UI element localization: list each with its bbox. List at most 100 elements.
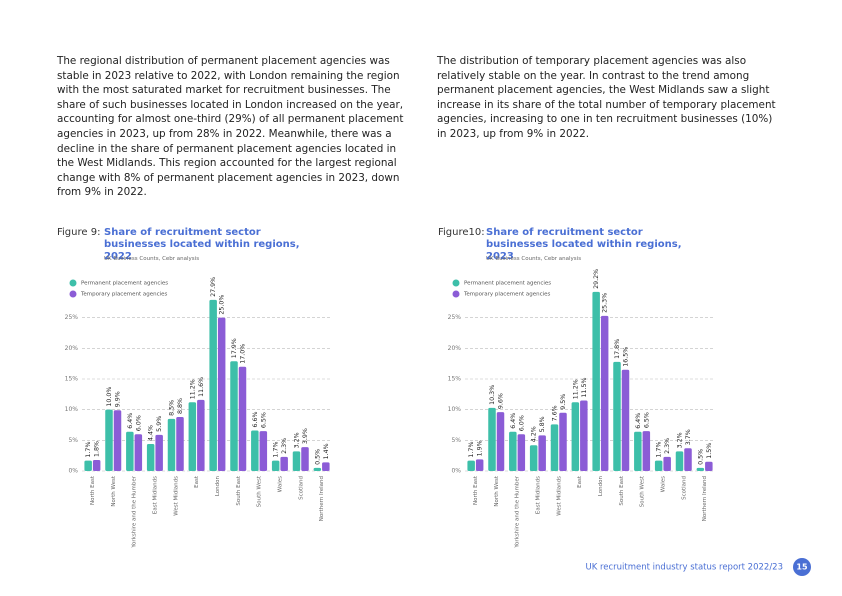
x-tick-label: North West xyxy=(111,475,117,506)
x-tick-label: Wales xyxy=(660,476,666,492)
x-tick-label: Scotland xyxy=(298,476,304,500)
bar xyxy=(705,461,713,471)
bar xyxy=(217,317,226,471)
value-label: 29.2% xyxy=(593,269,600,289)
chart-subtitle: UK Business Counts, Cebr analysis xyxy=(104,256,200,262)
x-tick-label: North East xyxy=(473,475,479,505)
bar xyxy=(654,460,663,471)
value-label: 25.3% xyxy=(602,293,609,313)
x-tick-label: South East xyxy=(619,475,625,505)
x-tick-label: East xyxy=(194,475,200,488)
x-tick-label: West Midlands xyxy=(556,476,562,516)
bar xyxy=(301,447,309,471)
bar xyxy=(280,456,288,471)
value-label: 5.8% xyxy=(539,416,546,432)
bar xyxy=(571,402,580,471)
page-badge xyxy=(793,558,811,576)
value-label: 3.2% xyxy=(294,432,301,448)
x-tick-label: London xyxy=(598,475,604,496)
x-tick-label: East Midlands xyxy=(535,476,541,514)
value-label: 1.7% xyxy=(273,442,280,458)
bar xyxy=(230,361,238,471)
value-label: 27.9% xyxy=(210,277,217,297)
bar xyxy=(238,366,247,471)
x-tick-label: North West xyxy=(494,475,500,506)
x-tick-label: Northern Ireland xyxy=(319,476,325,521)
bar xyxy=(313,467,322,471)
x-tick-label: South West xyxy=(640,475,646,507)
bar xyxy=(488,407,496,471)
value-label: 0.5% xyxy=(314,449,321,465)
chart-subtitle: UK Business Counts, Cebr analysis xyxy=(486,256,582,262)
y-tick-label: 10% xyxy=(65,406,79,413)
value-label: 5.9% xyxy=(156,416,163,432)
bar xyxy=(84,460,92,471)
value-label: 11.2% xyxy=(572,379,579,399)
bar xyxy=(634,431,642,471)
value-label: 6.4% xyxy=(127,413,134,429)
y-tick-label: 10% xyxy=(448,406,462,413)
bar xyxy=(155,434,163,471)
value-label: 10.0% xyxy=(106,387,113,407)
legend-label: Permanent placement agencies xyxy=(464,281,551,287)
legend-marker xyxy=(452,290,460,298)
value-label: 6.5% xyxy=(260,412,267,428)
bar xyxy=(209,299,217,471)
value-label: 6.4% xyxy=(510,413,517,429)
value-label: 4.2% xyxy=(531,426,538,442)
bar xyxy=(92,459,101,471)
value-label: 2.3% xyxy=(664,438,671,454)
bar xyxy=(517,434,526,471)
x-tick-label: London xyxy=(215,475,221,496)
value-label: 3.9% xyxy=(302,428,309,444)
page-number: 15 xyxy=(796,563,808,572)
value-label: 9.9% xyxy=(115,391,122,407)
value-label: 9.6% xyxy=(498,393,505,409)
bar xyxy=(559,412,567,471)
value-label: 16.5% xyxy=(623,347,630,367)
y-tick-label: 20% xyxy=(448,345,462,352)
value-label: 17.8% xyxy=(614,339,621,359)
paragraph: The regional distribution of permanent p… xyxy=(57,55,404,199)
bar xyxy=(176,417,184,471)
value-label: 1.7% xyxy=(656,442,663,458)
y-tick-label: 5% xyxy=(68,437,78,444)
bar xyxy=(642,431,651,471)
chart-title: Share of recruitment sector businesses l… xyxy=(104,227,300,262)
bar xyxy=(550,424,559,471)
value-label: 0.5% xyxy=(697,449,704,465)
y-tick-label: 15% xyxy=(448,376,462,383)
bar xyxy=(259,431,268,471)
bar xyxy=(600,315,609,471)
value-label: 8.8% xyxy=(177,398,184,414)
bar xyxy=(684,448,692,471)
value-label: 1.8% xyxy=(94,441,101,457)
bar xyxy=(538,435,546,471)
value-label: 1.7% xyxy=(85,442,92,458)
bar xyxy=(188,402,197,471)
value-label: 17.0% xyxy=(240,344,247,364)
bar xyxy=(675,451,684,471)
value-label: 1.4% xyxy=(323,443,330,459)
bar xyxy=(113,410,122,471)
bar xyxy=(197,399,205,471)
figure-label: Figure 9: xyxy=(57,227,101,238)
bar xyxy=(271,460,280,471)
bar xyxy=(621,369,630,471)
bar xyxy=(467,460,475,471)
value-label: 2.3% xyxy=(281,438,288,454)
y-tick-label: 25% xyxy=(448,314,462,321)
bar xyxy=(509,431,517,471)
x-tick-label: South East xyxy=(236,475,242,505)
bar xyxy=(613,361,621,471)
bar xyxy=(292,451,301,471)
bar xyxy=(146,444,155,471)
value-label: 3.7% xyxy=(685,429,692,445)
bar xyxy=(475,459,484,471)
value-label: 3.2% xyxy=(677,432,684,448)
x-tick-label: Northern Ireland xyxy=(702,476,708,521)
y-tick-label: 0% xyxy=(68,468,78,475)
legend-label: Permanent placement agencies xyxy=(81,281,168,287)
